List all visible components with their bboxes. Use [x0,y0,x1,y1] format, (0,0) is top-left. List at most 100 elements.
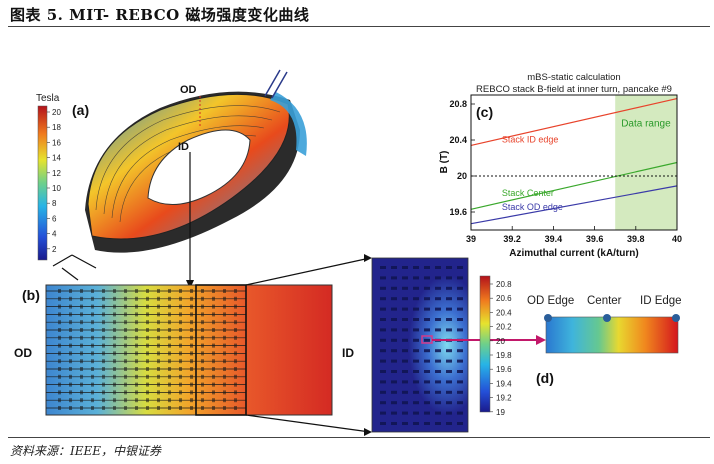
zoom-turn-marker [413,401,419,405]
turn-marker [69,304,72,309]
panel-a-label: (a) [72,102,89,118]
turn-marker [157,289,160,293]
zoom-turn-marker [380,380,386,384]
turn-marker [102,382,105,387]
zoom-turn-marker [413,328,419,332]
turn-marker [58,359,61,364]
turn-marker [80,312,83,317]
zoom-turn-marker [402,328,408,332]
turn-marker [113,343,116,348]
turn-marker [212,398,215,403]
turn-marker [146,343,149,348]
turn-marker [201,359,204,364]
turn-marker [168,351,171,356]
turn-marker [234,390,237,395]
turn-marker [190,398,193,403]
series-line [470,161,678,210]
panel-d-label: (d) [536,370,554,386]
zoom-turn-marker [413,266,419,269]
x-tick-label: 39.6 [586,234,604,244]
zoom-turn-marker [413,359,419,363]
zoom-turn-marker [446,286,452,290]
zoom-turn-marker [435,297,441,301]
zoom-turn-marker [413,307,419,311]
turn-marker [124,343,127,348]
turn-marker [212,328,215,332]
turn-marker [212,351,215,356]
panel-a-coil: (a) OD ID [52,69,307,289]
turn-marker [58,328,61,332]
turn-marker [91,296,94,301]
zoom-turn-marker [446,328,452,332]
zoom-turn-marker [391,328,397,332]
zoom-turn-marker [402,318,408,321]
zoom-turn-marker [380,370,386,373]
panel-a-id: ID [178,141,189,153]
turn-marker [58,398,61,403]
zoom-turn-marker [435,286,441,290]
turn-marker [157,312,160,317]
x-tick-label: 39.4 [545,234,563,244]
zoom-turn-marker [457,286,463,290]
turn-marker [80,328,83,332]
turn-marker [201,398,204,403]
turn-marker [157,304,160,309]
turn-marker [124,382,127,387]
turn-marker [201,335,204,340]
zoom-turn-marker [402,297,408,301]
series-label-od-edge: Stack OD edge [502,202,563,212]
colorbar-tick-label: 14 [52,154,61,163]
zoom-turn-marker [413,297,419,301]
zoom-colorbar-tick-label: 19.4 [496,379,512,388]
turn-marker [146,406,149,410]
turn-marker [179,367,182,371]
y-tick-label: 20 [457,171,467,181]
turn-marker [69,289,72,293]
turn-marker [234,367,237,371]
zoom-turn-marker [402,370,408,373]
turn-marker [124,296,127,301]
marker-id-edge: ID Edge [640,295,682,307]
turn-marker [201,343,204,348]
turn-marker [124,320,127,325]
zoom-turn-marker [380,297,386,301]
turn-marker [91,328,94,332]
series-line [470,98,678,146]
turn-marker [234,382,237,387]
turn-marker [190,320,193,325]
turn-marker [135,328,138,332]
turn-marker [190,296,193,301]
turn-marker [80,406,83,410]
turn-marker [201,406,204,410]
marker-od-edge: OD Edge [527,295,574,307]
plot-frame [470,94,678,231]
zoom-turn-marker [413,338,419,342]
turn-marker [179,398,182,403]
zoom-turn-marker [446,390,452,394]
turn-marker [190,312,193,317]
turn-marker [113,374,116,379]
turn-marker [168,296,171,301]
turn-marker [91,390,94,395]
zoom-colorbar-tick-label: 20.2 [496,323,512,332]
turn-marker [157,335,160,340]
turn-marker [212,390,215,395]
turn-marker [157,320,160,325]
turn-marker [168,328,171,332]
zoom-turn-marker [424,328,430,332]
series-label-id-edge: Stack ID edge [502,135,559,145]
turn-marker [168,398,171,403]
zoom-turn-marker [402,390,408,394]
turn-marker [91,335,94,340]
turn-marker [91,343,94,348]
x-tick-label: 39.8 [627,234,645,244]
data-range-label: Data range [621,119,671,130]
turn-marker [69,320,72,325]
zoom-turn-marker [446,297,452,301]
zoom-turn-marker [380,359,386,363]
turn-marker [201,289,204,293]
turn-marker [157,398,160,403]
turn-marker [168,312,171,317]
x-tick-label: 40 [672,234,682,244]
zoom-turn-marker [402,359,408,363]
